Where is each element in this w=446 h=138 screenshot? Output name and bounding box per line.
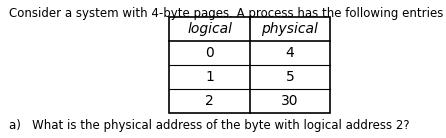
Bar [169,17,330,113]
Text: physical: physical [261,22,318,36]
Text: 5: 5 [285,70,294,84]
Text: 30: 30 [281,94,299,108]
Text: 4: 4 [285,46,294,60]
Text: a)   What is the physical address of the byte with logical address 2?: a) What is the physical address of the b… [9,120,409,132]
Text: 0: 0 [205,46,214,60]
Text: Consider a system with 4-byte pages. A process has the following entries in its : Consider a system with 4-byte pages. A p… [9,7,446,20]
Text: 1: 1 [205,70,214,84]
Text: 2: 2 [205,94,214,108]
Text: logical: logical [187,22,232,36]
